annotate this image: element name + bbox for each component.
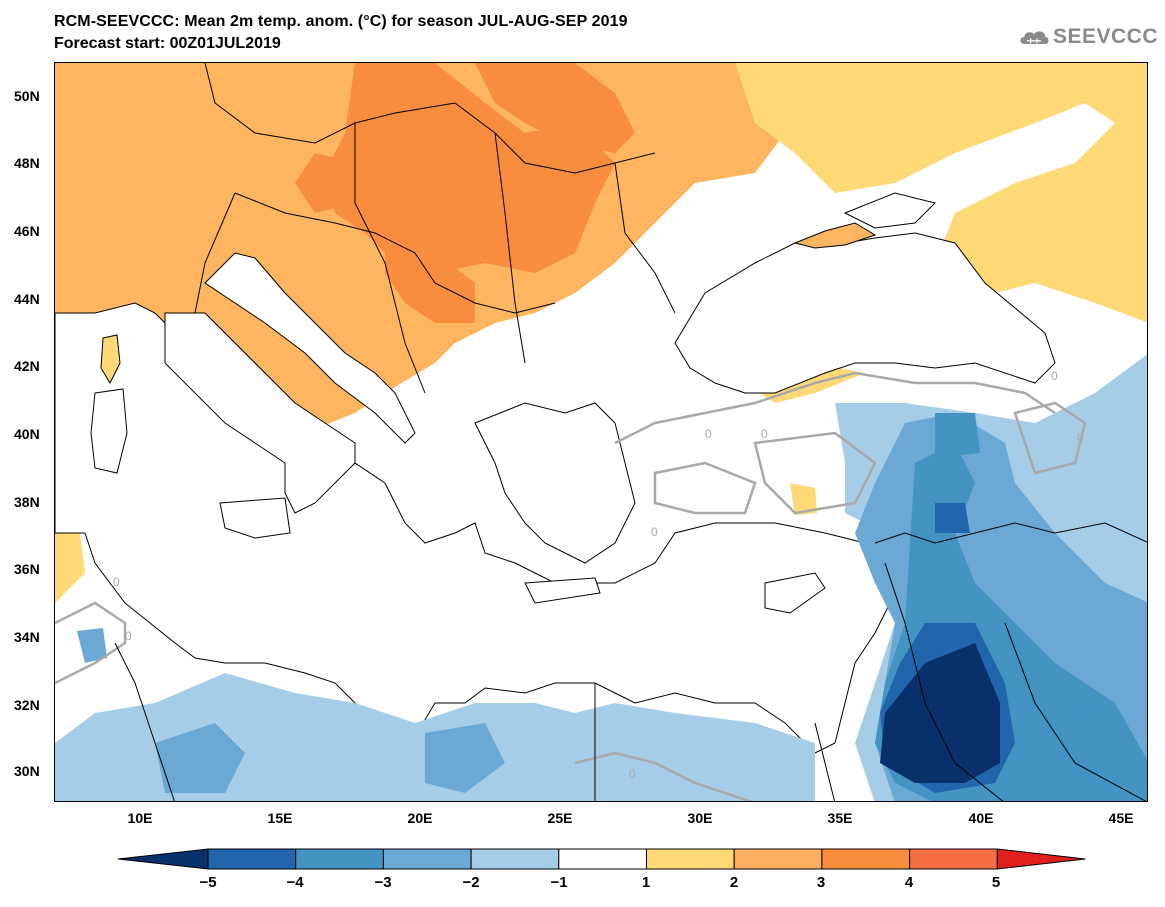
zero-contour-anatolia: [614, 371, 1056, 445]
colorbar-label-m4: −4: [286, 874, 304, 891]
lon-label-30e: 30E: [687, 810, 713, 826]
country-borders: [114, 63, 1147, 801]
aegean-sea: [474, 402, 636, 564]
cloud-icon: [1020, 31, 1049, 44]
colorbar-label-p4: 4: [904, 874, 914, 891]
crete: [524, 577, 601, 604]
cool-anomaly-region-tunisia: [77, 628, 107, 663]
sardinia: [90, 388, 128, 474]
sicily: [219, 497, 291, 539]
lat-label-32n: 32N: [14, 697, 40, 713]
seevccc-logo: SEEVCCC: [1018, 22, 1158, 52]
lat-label-38n: 38N: [14, 494, 40, 510]
zero-contours: [55, 371, 1087, 801]
colorbar-segment: [646, 848, 735, 870]
anomaly-map: 0 0 0 0 0 0 0 0: [54, 62, 1148, 802]
colorbar-label-m3: −3: [374, 874, 392, 891]
cool-anomaly-region-3b: [935, 413, 980, 458]
colorbar-label-m2: −2: [462, 874, 480, 891]
warm-anomaly-region-1: [735, 63, 1147, 323]
lat-label-34n: 34N: [14, 629, 40, 645]
cool-anomaly-region-africa-3: [425, 723, 505, 793]
lat-label-36n: 36N: [14, 561, 40, 577]
anomaly-map-svg: [55, 63, 1147, 801]
lat-label-44n: 44N: [14, 291, 40, 307]
contour-label-0-g: 0: [125, 629, 132, 643]
colorbar-segment: [382, 848, 472, 870]
contour-label-0-b: 0: [761, 427, 768, 441]
colorbar-segment: [207, 848, 297, 870]
contour-label-0-a: 0: [705, 427, 712, 441]
lat-label-48n: 48N: [14, 155, 40, 171]
corsica: [100, 334, 121, 385]
lon-label-45e: 45E: [1108, 810, 1134, 826]
zero-contour-south: [574, 751, 753, 801]
cool-anomaly-region-4b: [935, 503, 970, 533]
colorbar-arrow-high: [996, 848, 1086, 870]
forecast-start: Forecast start: 00Z01JUL2019: [54, 35, 281, 52]
colorbar-label-m5: −5: [199, 874, 217, 891]
zero-contour-africa: [55, 601, 127, 685]
warm-anomaly-region-3: [325, 63, 615, 273]
colorbar-segment: [733, 848, 823, 870]
colorbar-label-p5: 5: [991, 874, 1001, 891]
colorbar-label-p2: 2: [729, 874, 739, 891]
warm-anomaly-region-3d: [295, 153, 355, 213]
chart-title: RCM-SEEVCCC: Mean 2m temp. anom. (°C) fo…: [54, 13, 628, 30]
lat-label-40n: 40N: [14, 426, 40, 442]
lat-label-30n: 30N: [14, 763, 40, 779]
zero-contour-loop-2: [753, 431, 877, 515]
colorbar-segment: [909, 848, 998, 870]
logo-text: SEEVCCC: [1052, 25, 1158, 48]
contour-label-0-c: 0: [1051, 369, 1058, 383]
colorbar-segment: [295, 848, 384, 870]
colorbar-segment: [558, 848, 647, 870]
cool-anomaly-region-5: [880, 643, 1000, 783]
lat-label-42n: 42N: [14, 358, 40, 374]
colorbar-segment: [470, 848, 560, 870]
lon-label-35e: 35E: [827, 810, 853, 826]
warm-anomaly-region-3c: [385, 243, 475, 323]
sea-of-azov: [843, 192, 936, 229]
lon-label-10e: 10E: [127, 810, 153, 826]
lon-label-40e: 40E: [968, 810, 994, 826]
colorbar-label-p3: 3: [816, 874, 826, 891]
colorbar-arrow-low: [118, 848, 209, 870]
warm-anomaly-region-1d: [55, 533, 85, 603]
adriatic-sea: [204, 252, 416, 444]
colorbar-segment: [821, 848, 911, 870]
contour-label-0-d: 0: [1077, 431, 1084, 445]
lon-label-20e: 20E: [407, 810, 433, 826]
zero-contour-iraq: [1013, 401, 1087, 475]
zero-contour-loop-1: [653, 461, 757, 515]
cyprus: [764, 572, 826, 614]
warm-anomaly-region-3b: [475, 63, 635, 153]
italy: [164, 312, 356, 514]
contour-label-0-f: 0: [113, 575, 120, 589]
contour-label-0-h: 0: [629, 767, 636, 781]
colorbar-label-m1: −1: [550, 874, 568, 891]
colorbar-label-p1: 1: [641, 874, 651, 891]
colorbar: [118, 848, 1086, 870]
warm-anomaly-region-1e: [790, 483, 817, 515]
lat-label-50n: 50N: [14, 88, 40, 104]
lon-label-15e: 15E: [267, 810, 293, 826]
contour-label-0-e: 0: [651, 525, 658, 539]
lon-label-25e: 25E: [547, 810, 573, 826]
lat-label-46n: 46N: [14, 223, 40, 239]
cool-anomaly-region-3c: [1075, 703, 1125, 783]
crimea: [793, 222, 877, 249]
cool-anomaly-region-africa-2: [155, 723, 245, 793]
